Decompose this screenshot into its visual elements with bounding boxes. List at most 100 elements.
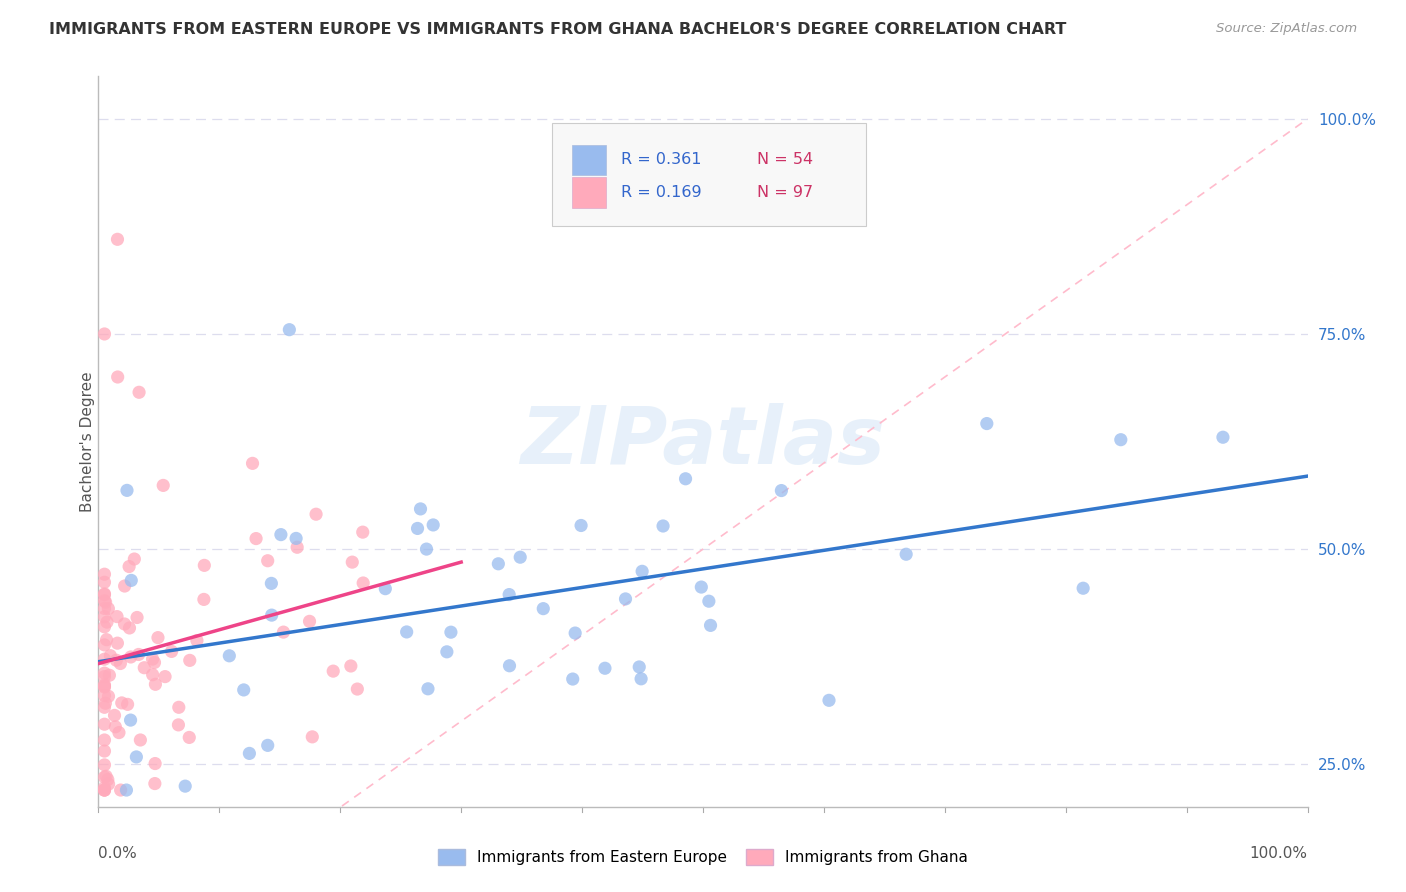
Point (593, 661, 616, 675)
Point (115, 783, 138, 797)
Point (631, 564, 654, 578)
Point (395, 624, 418, 639)
Point (93, 783, 115, 797)
Point (564, 626, 586, 640)
Point (120, 650, 142, 665)
Point (561, 672, 583, 686)
Point (273, 625, 295, 640)
Point (94, 696, 117, 710)
Point (96, 615, 118, 629)
Point (301, 730, 323, 744)
Point (652, 519, 675, 533)
Point (167, 718, 190, 732)
Point (179, 731, 201, 745)
Point (115, 483, 138, 498)
FancyBboxPatch shape (572, 178, 606, 208)
Point (486, 557, 509, 571)
Text: R = 0.361: R = 0.361 (621, 153, 702, 168)
Point (416, 681, 439, 696)
Point (630, 672, 652, 686)
Point (278, 323, 301, 337)
Point (93, 670, 115, 684)
Point (98, 668, 121, 682)
Point (93, 638, 115, 652)
Point (124, 552, 146, 566)
Point (160, 644, 183, 658)
Point (1212, 430, 1234, 444)
Point (93, 680, 115, 694)
Text: IMMIGRANTS FROM EASTERN EUROPE VS IMMIGRANTS FROM GHANA BACHELOR'S DEGREE CORREL: IMMIGRANTS FROM EASTERN EUROPE VS IMMIGR… (49, 22, 1067, 37)
Point (146, 631, 169, 645)
Text: N = 54: N = 54 (758, 153, 814, 168)
Point (93, 666, 115, 681)
Point (675, 472, 697, 486)
Point (93, 700, 115, 714)
Point (93, 770, 115, 784)
Point (118, 621, 141, 635)
Point (298, 615, 321, 629)
Point (697, 594, 720, 608)
Point (415, 542, 437, 557)
Point (93, 601, 115, 615)
Point (242, 456, 264, 470)
Point (374, 582, 396, 596)
Point (976, 417, 998, 431)
Text: 100.0%: 100.0% (1250, 846, 1308, 861)
Point (614, 591, 637, 606)
Point (436, 645, 458, 659)
Point (238, 747, 260, 761)
Point (97, 690, 120, 704)
Point (179, 653, 201, 667)
Point (342, 555, 364, 569)
Point (352, 525, 374, 540)
Point (98, 648, 121, 663)
Point (103, 708, 125, 723)
Point (107, 232, 129, 246)
FancyBboxPatch shape (572, 145, 606, 176)
Point (108, 725, 131, 739)
Text: R = 0.169: R = 0.169 (621, 186, 702, 201)
Point (93, 783, 115, 797)
Point (270, 527, 292, 541)
Point (322, 664, 344, 678)
Point (120, 713, 142, 727)
Point (340, 659, 363, 673)
Point (699, 618, 721, 632)
Point (93, 780, 115, 795)
Point (110, 657, 132, 671)
Point (129, 733, 152, 747)
Point (97, 772, 120, 787)
Point (93, 587, 115, 601)
Point (93, 783, 115, 797)
Point (256, 554, 278, 568)
Point (110, 783, 132, 797)
Point (114, 617, 136, 632)
Point (285, 532, 308, 546)
Point (509, 550, 531, 565)
Point (93, 567, 115, 582)
Point (232, 682, 254, 697)
Point (818, 693, 841, 707)
Point (107, 370, 129, 384)
Point (93, 593, 115, 607)
Point (118, 559, 141, 574)
Point (409, 502, 432, 516)
Point (105, 609, 128, 624)
Point (104, 720, 127, 734)
Point (143, 656, 166, 670)
Point (256, 739, 278, 753)
Point (143, 756, 166, 771)
Point (218, 648, 240, 663)
Text: ZIPatlas: ZIPatlas (520, 402, 886, 481)
Point (152, 478, 174, 492)
Point (143, 776, 166, 790)
Point (1071, 581, 1094, 595)
Point (628, 660, 651, 674)
Point (531, 601, 554, 615)
Point (105, 653, 128, 667)
Point (260, 608, 283, 623)
Point (305, 507, 328, 521)
Point (125, 610, 148, 624)
Point (422, 518, 444, 533)
Point (498, 658, 520, 673)
